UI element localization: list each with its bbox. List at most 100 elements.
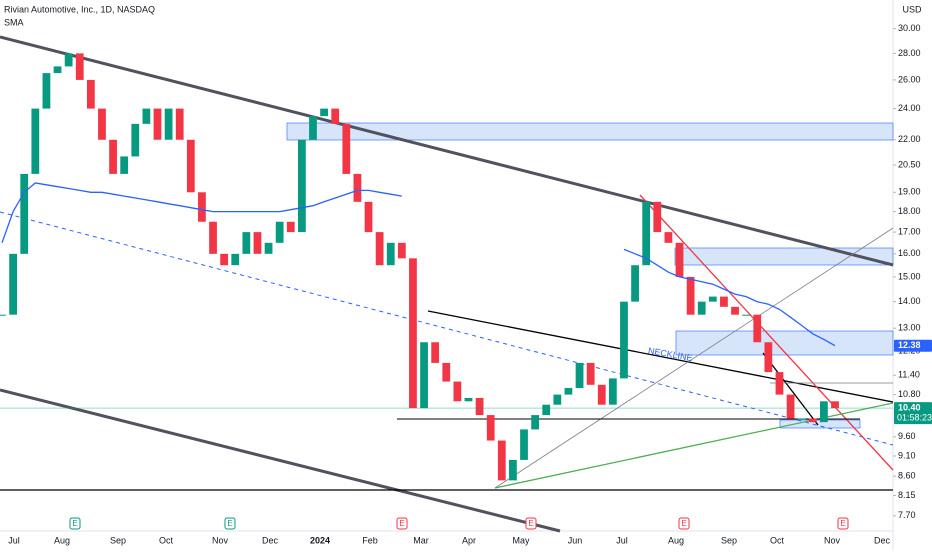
x-tick-label: Jun: [568, 535, 583, 545]
candle: [420, 342, 428, 409]
event-label: E: [72, 519, 77, 528]
candle: [9, 253, 17, 315]
y-tick-label: 11.40: [898, 370, 920, 380]
candle: [209, 221, 217, 254]
price-label: 10.40: [898, 403, 921, 413]
event-badge: [69, 517, 81, 530]
x-tick-label: Aug: [54, 535, 70, 545]
candle: [564, 388, 573, 395]
x-tick-label: Sep: [110, 535, 126, 545]
candle: [297, 139, 306, 233]
candle: [808, 418, 817, 423]
x-tick-label: Oct: [770, 535, 785, 545]
candle: [675, 242, 684, 277]
candle: [264, 242, 273, 254]
zone: [286, 122, 894, 141]
price-label: 12.38: [898, 340, 921, 350]
candle: [375, 232, 384, 266]
candle: [142, 108, 151, 124]
candle: [486, 415, 495, 441]
neckline: [427, 310, 894, 403]
y-tick-label: 18.00: [898, 206, 921, 216]
candle: [98, 108, 106, 140]
candle: [653, 201, 662, 233]
candle: [42, 73, 51, 109]
y-tick-label: 8.60: [898, 471, 916, 481]
y-tick-label: 9.60: [898, 431, 916, 441]
countdown: 01:58:23: [897, 413, 932, 423]
candle: [431, 342, 440, 363]
y-tick-label: 13.00: [898, 323, 921, 333]
x-tick-label: 2024: [310, 535, 330, 545]
candle: [475, 397, 484, 416]
candle: [109, 139, 117, 174]
candle: [253, 232, 262, 254]
candle: [220, 253, 229, 266]
candle: [320, 108, 328, 117]
price-label-box: [894, 339, 932, 352]
candle: [442, 362, 451, 382]
candle: [153, 108, 162, 140]
candle: [353, 173, 362, 202]
x-tick-label: Oct: [159, 535, 174, 545]
candle: [575, 362, 584, 389]
x-tick-label: Jul: [8, 535, 20, 545]
y-tick-label: 30.00: [898, 23, 921, 33]
y-tick-label: 17.00: [898, 226, 921, 236]
zone: [779, 419, 861, 429]
candle: [520, 429, 528, 460]
x-tick-label: Mar: [413, 535, 429, 545]
candle: [364, 201, 373, 233]
candle: [542, 404, 551, 416]
candle: [53, 66, 62, 74]
candle: [275, 221, 284, 243]
candle: [553, 394, 562, 405]
candle: [642, 201, 651, 266]
x-tick-label: Nov: [212, 535, 229, 545]
y-tick-label: 14.00: [898, 296, 921, 306]
y-tick-label: 28.00: [898, 48, 921, 58]
channel-line: [0, 35, 894, 267]
candle: [386, 242, 395, 266]
candle: [797, 418, 806, 420]
candle: [397, 242, 406, 259]
channel-line: [0, 388, 561, 533]
event-badge: [678, 517, 690, 530]
candle: [608, 378, 617, 405]
candle: [131, 123, 140, 157]
y-tick-label: 19.00: [898, 187, 921, 197]
candle: [286, 221, 295, 233]
y-tick-label: 16.00: [898, 248, 921, 258]
x-tick-label: May: [512, 535, 530, 545]
candle: [0, 314, 6, 316]
x-tick-label: Jul: [616, 535, 628, 545]
event-label: E: [227, 519, 232, 528]
candle: [409, 258, 417, 409]
y-tick-label: 22.00: [898, 134, 921, 144]
price-label-box: [894, 402, 932, 425]
y-tick-label: 10.80: [898, 389, 921, 399]
event-badge: [224, 517, 236, 530]
x-tick-label: Apr: [462, 535, 476, 545]
candle: [164, 108, 173, 140]
event-label: E: [840, 519, 845, 528]
candle: [175, 108, 184, 140]
candle: [764, 342, 773, 373]
candle: [775, 372, 784, 395]
event-badge: [525, 517, 537, 530]
candle: [453, 381, 462, 402]
x-tick-label: Nov: [824, 535, 841, 545]
candle: [64, 53, 73, 67]
y-tick-label: 15.00: [898, 271, 921, 281]
candle: [464, 397, 473, 402]
candle: [31, 108, 40, 174]
candle: [309, 116, 317, 140]
candle: [820, 401, 828, 423]
candle: [731, 306, 739, 315]
candle: [786, 394, 795, 419]
candle: [75, 53, 84, 80]
dashed-line: [0, 211, 894, 446]
candle: [186, 139, 195, 193]
candle: [86, 79, 95, 109]
